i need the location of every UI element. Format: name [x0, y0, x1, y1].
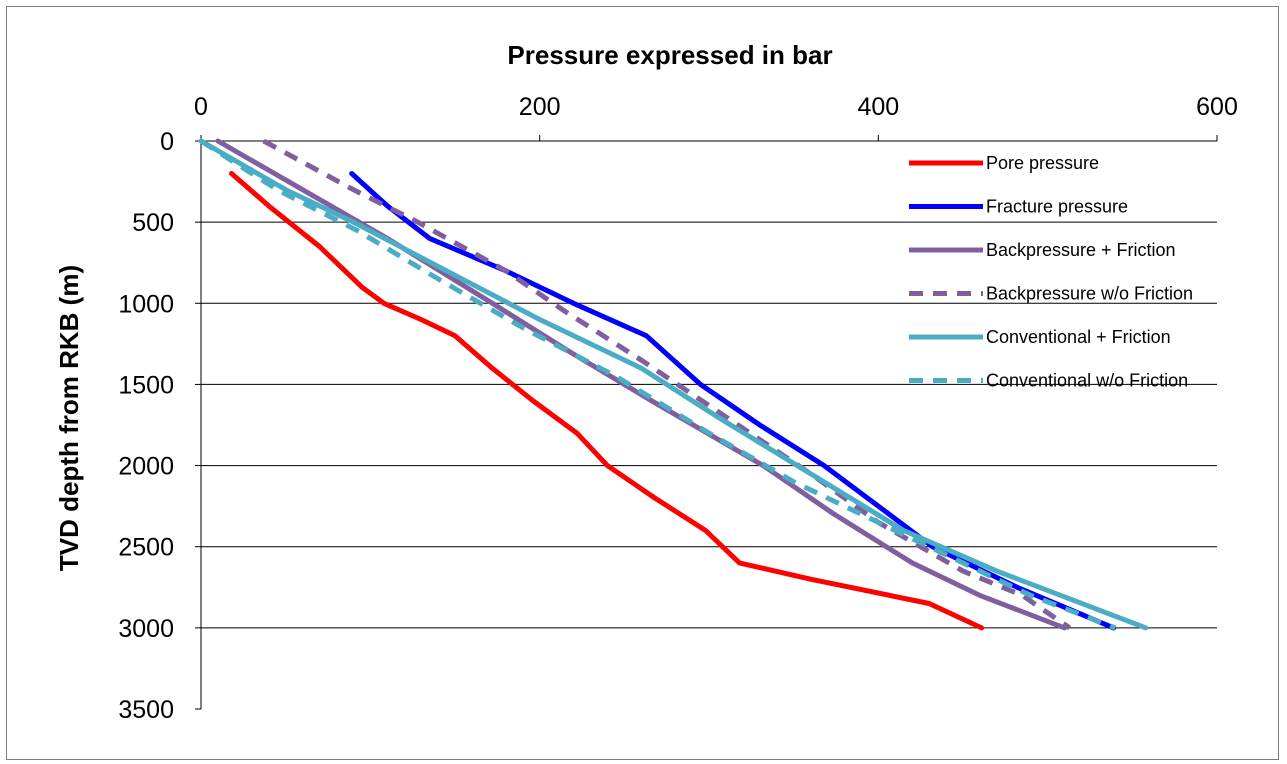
x-tick-label: 0: [194, 93, 208, 121]
series-line-fracture-pressure: [349, 171, 1117, 631]
y-axis-title: TVD depth from RKB (m): [54, 265, 84, 571]
chart-title: Pressure expressed in bar: [507, 40, 832, 70]
series-line-backpressure-w-o-friction: [262, 138, 1072, 630]
legend-label-conventional-w-o-friction: Conventional w/o Friction: [986, 371, 1188, 391]
gridlines: [201, 221, 1217, 629]
y-tick-label: 0: [160, 128, 174, 156]
x-tick-label: 600: [1196, 93, 1238, 121]
y-tick-labels: 0 500 1000 1500 2000 2500 3000 3500: [118, 128, 174, 724]
y-tick-label: 500: [132, 209, 174, 237]
legend-label-pore-pressure: Pore pressure: [986, 153, 1099, 173]
y-tick-label: 3500: [118, 696, 174, 724]
y-tick-label: 3000: [118, 615, 174, 643]
series-line-conventional-friction: [198, 138, 1149, 631]
y-tick-label: 2000: [118, 453, 174, 481]
x-tick-label: 200: [519, 93, 561, 121]
x-tick-label: 400: [857, 93, 899, 121]
series-line-pore-pressure: [229, 171, 985, 631]
chart-frame: [6, 6, 1279, 760]
x-tick-labels: 0 200 400 600: [194, 93, 1238, 121]
y-tick-label: 1500: [118, 371, 174, 399]
series-line-backpressure-friction: [215, 138, 1068, 631]
y-tick-label: 2500: [118, 534, 174, 562]
series-line-conventional-w-o-friction: [199, 138, 1117, 631]
series-lines: [198, 138, 1149, 631]
legend: Pore pressure Fracture pressure Backpressu…: [909, 153, 1193, 391]
legend-label-backpressure-w-o-friction: Backpressure w/o Friction: [986, 284, 1193, 304]
legend-label-backpressure-friction: Backpressure + Friction: [986, 240, 1176, 260]
y-tick-label: 1000: [118, 290, 174, 318]
legend-label-conventional-friction: Conventional + Friction: [986, 327, 1171, 347]
legend-label-fracture-pressure: Fracture pressure: [986, 197, 1128, 217]
